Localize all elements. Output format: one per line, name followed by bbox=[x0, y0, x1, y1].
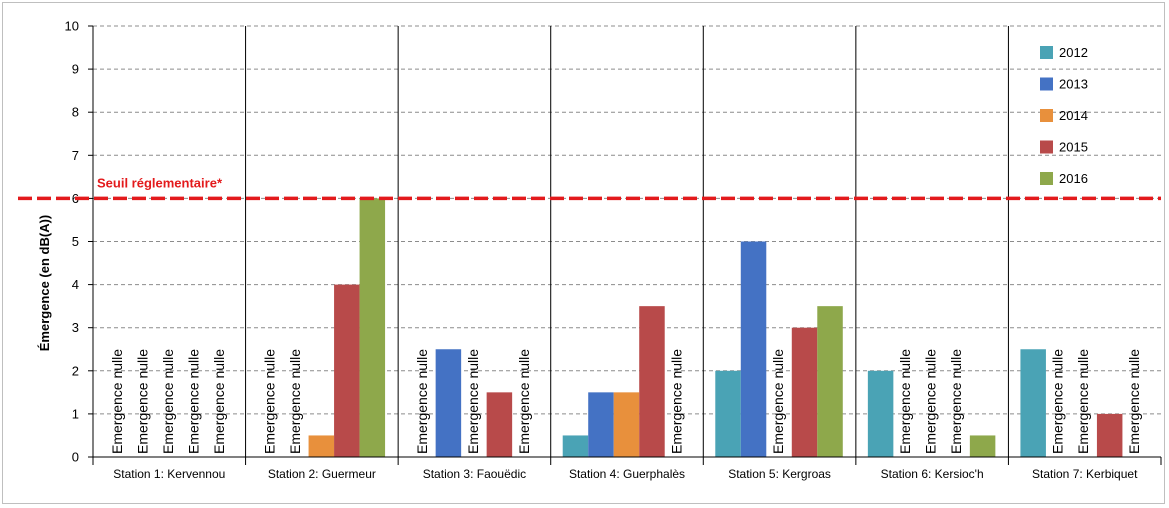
legend-label: 2016 bbox=[1059, 171, 1088, 186]
bar-2012 bbox=[1020, 349, 1046, 457]
null-label: Emergence nulle bbox=[1126, 349, 1142, 454]
null-label: Emergence nulle bbox=[897, 349, 913, 454]
bar-2014 bbox=[613, 392, 640, 457]
bar-2015 bbox=[1096, 413, 1123, 457]
y-tick-label: 2 bbox=[72, 363, 79, 378]
y-tick-label: 8 bbox=[72, 105, 79, 120]
bar-2016 bbox=[359, 198, 386, 457]
null-label: Emergence nulle bbox=[465, 349, 481, 454]
bar-2012 bbox=[867, 370, 894, 457]
threshold: Seuil réglementaire* bbox=[18, 175, 1161, 201]
category-label: Station 3: Faouëdic bbox=[423, 467, 526, 481]
y-tick-label: 7 bbox=[72, 148, 79, 163]
legend-label: 2012 bbox=[1059, 45, 1088, 60]
null-label: Emergence nulle bbox=[948, 349, 964, 454]
null-label: Emergence nulle bbox=[211, 349, 227, 454]
legend-swatch bbox=[1040, 172, 1053, 185]
null-label: Emergence nulle bbox=[414, 349, 430, 454]
null-label: Emergence nulle bbox=[287, 349, 303, 454]
threshold-label: Seuil réglementaire* bbox=[97, 175, 223, 190]
axes bbox=[88, 25, 1162, 465]
null-label: Emergence nulle bbox=[923, 349, 939, 454]
gridlines bbox=[93, 25, 1161, 415]
null-label: Emergence nulle bbox=[185, 349, 201, 454]
null-label: Emergence nulle bbox=[109, 349, 125, 454]
null-label: Emergence nulle bbox=[516, 349, 532, 454]
y-tick-label: 10 bbox=[65, 19, 79, 34]
bar-2016 bbox=[969, 435, 996, 457]
bar-2016 bbox=[817, 306, 843, 457]
bar-2015 bbox=[791, 327, 818, 457]
y-tick-label: 5 bbox=[72, 234, 79, 249]
bar-2015 bbox=[486, 392, 513, 457]
null-label: Emergence nulle bbox=[160, 349, 176, 454]
null-label: Emergence nulle bbox=[1075, 349, 1091, 454]
bar-2015 bbox=[334, 284, 360, 457]
category-label: Station 1: Kervennou bbox=[113, 467, 225, 481]
legend-swatch bbox=[1040, 140, 1053, 154]
bar-2013 bbox=[435, 349, 462, 457]
y-tick-label: 4 bbox=[72, 277, 79, 292]
category-label: Station 7: Kerbiquet bbox=[1032, 467, 1138, 481]
null-label: Emergence nulle bbox=[1050, 349, 1066, 454]
bar-2013 bbox=[740, 241, 767, 457]
y-axis-label: Émergence (en dB(A)) bbox=[37, 215, 52, 352]
bar-2013 bbox=[588, 392, 614, 457]
legend-swatch bbox=[1040, 77, 1053, 91]
y-tick-label: 3 bbox=[72, 320, 79, 335]
legend-label: 2013 bbox=[1059, 77, 1088, 92]
bar-2012 bbox=[562, 435, 589, 457]
y-tick-labels: 012345678910 bbox=[65, 19, 79, 465]
y-tick-label: 1 bbox=[72, 406, 79, 421]
null-labels: Emergence nulle Emergence nulle Emergence … bbox=[109, 349, 1142, 454]
null-label: Emergence nulle bbox=[668, 349, 684, 454]
y-tick-label: 0 bbox=[72, 450, 79, 465]
null-label: Emergence nulle bbox=[261, 349, 277, 454]
null-label: Emergence nulle bbox=[134, 349, 150, 454]
category-label: Station 6: Kersioc'h bbox=[881, 467, 984, 481]
y-tick-label: 9 bbox=[72, 62, 79, 77]
bar-2014 bbox=[308, 435, 335, 457]
legend-label: 2015 bbox=[1059, 140, 1088, 155]
null-label: Emergence nulle bbox=[770, 349, 786, 454]
category-label: Station 5: Kergroas bbox=[728, 467, 831, 481]
legend: 2012 2013 2014 2015 2016 bbox=[1040, 45, 1088, 186]
legend-swatch bbox=[1040, 109, 1053, 122]
legend-label: 2014 bbox=[1059, 108, 1088, 123]
category-label: Station 2: Guermeur bbox=[268, 467, 376, 481]
legend-swatch bbox=[1040, 46, 1053, 59]
bar-2015 bbox=[639, 306, 665, 457]
category-label: Station 4: Guerphalès bbox=[569, 467, 685, 481]
station-separators bbox=[245, 26, 1009, 465]
bar-2012 bbox=[715, 370, 741, 457]
category-labels: Station 1: Kervennou Station 2: Guermeur S… bbox=[113, 467, 1138, 481]
bars bbox=[308, 198, 1123, 457]
